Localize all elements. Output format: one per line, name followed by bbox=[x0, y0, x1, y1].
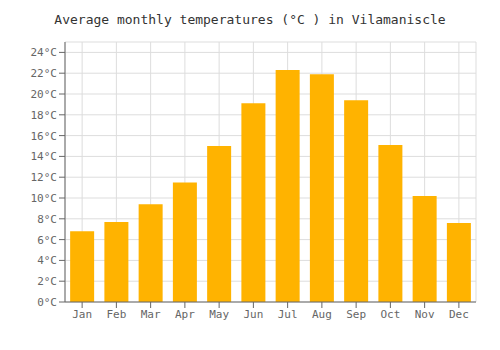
svg-text:12°C: 12°C bbox=[31, 171, 58, 184]
svg-text:22°C: 22°C bbox=[31, 67, 58, 80]
svg-text:18°C: 18°C bbox=[31, 109, 58, 122]
svg-text:Sep: Sep bbox=[346, 308, 366, 321]
svg-text:16°C: 16°C bbox=[31, 130, 58, 143]
svg-text:Aug: Aug bbox=[312, 308, 332, 321]
svg-text:14°C: 14°C bbox=[31, 150, 58, 163]
svg-text:Nov: Nov bbox=[415, 308, 435, 321]
svg-text:Jul: Jul bbox=[278, 308, 298, 321]
svg-text:24°C: 24°C bbox=[31, 46, 58, 59]
svg-text:20°C: 20°C bbox=[31, 88, 58, 101]
svg-text:6°C: 6°C bbox=[37, 234, 57, 247]
svg-text:Feb: Feb bbox=[106, 308, 126, 321]
svg-text:0°C: 0°C bbox=[37, 296, 57, 309]
svg-text:4°C: 4°C bbox=[37, 254, 57, 267]
svg-text:2°C: 2°C bbox=[37, 275, 57, 288]
svg-text:May: May bbox=[209, 308, 229, 321]
svg-text:8°C: 8°C bbox=[37, 213, 57, 226]
svg-text:Oct: Oct bbox=[380, 308, 400, 321]
svg-text:Dec: Dec bbox=[449, 308, 469, 321]
svg-text:Jan: Jan bbox=[72, 308, 92, 321]
svg-text:10°C: 10°C bbox=[31, 192, 58, 205]
html-text:Average monthly temperatures (: Average monthly temperatures (°C ) in Vi… bbox=[54, 12, 446, 27]
svg-text:Apr: Apr bbox=[175, 308, 195, 321]
svg-text:Jun: Jun bbox=[243, 308, 263, 321]
svg-text:Mar: Mar bbox=[141, 308, 161, 321]
